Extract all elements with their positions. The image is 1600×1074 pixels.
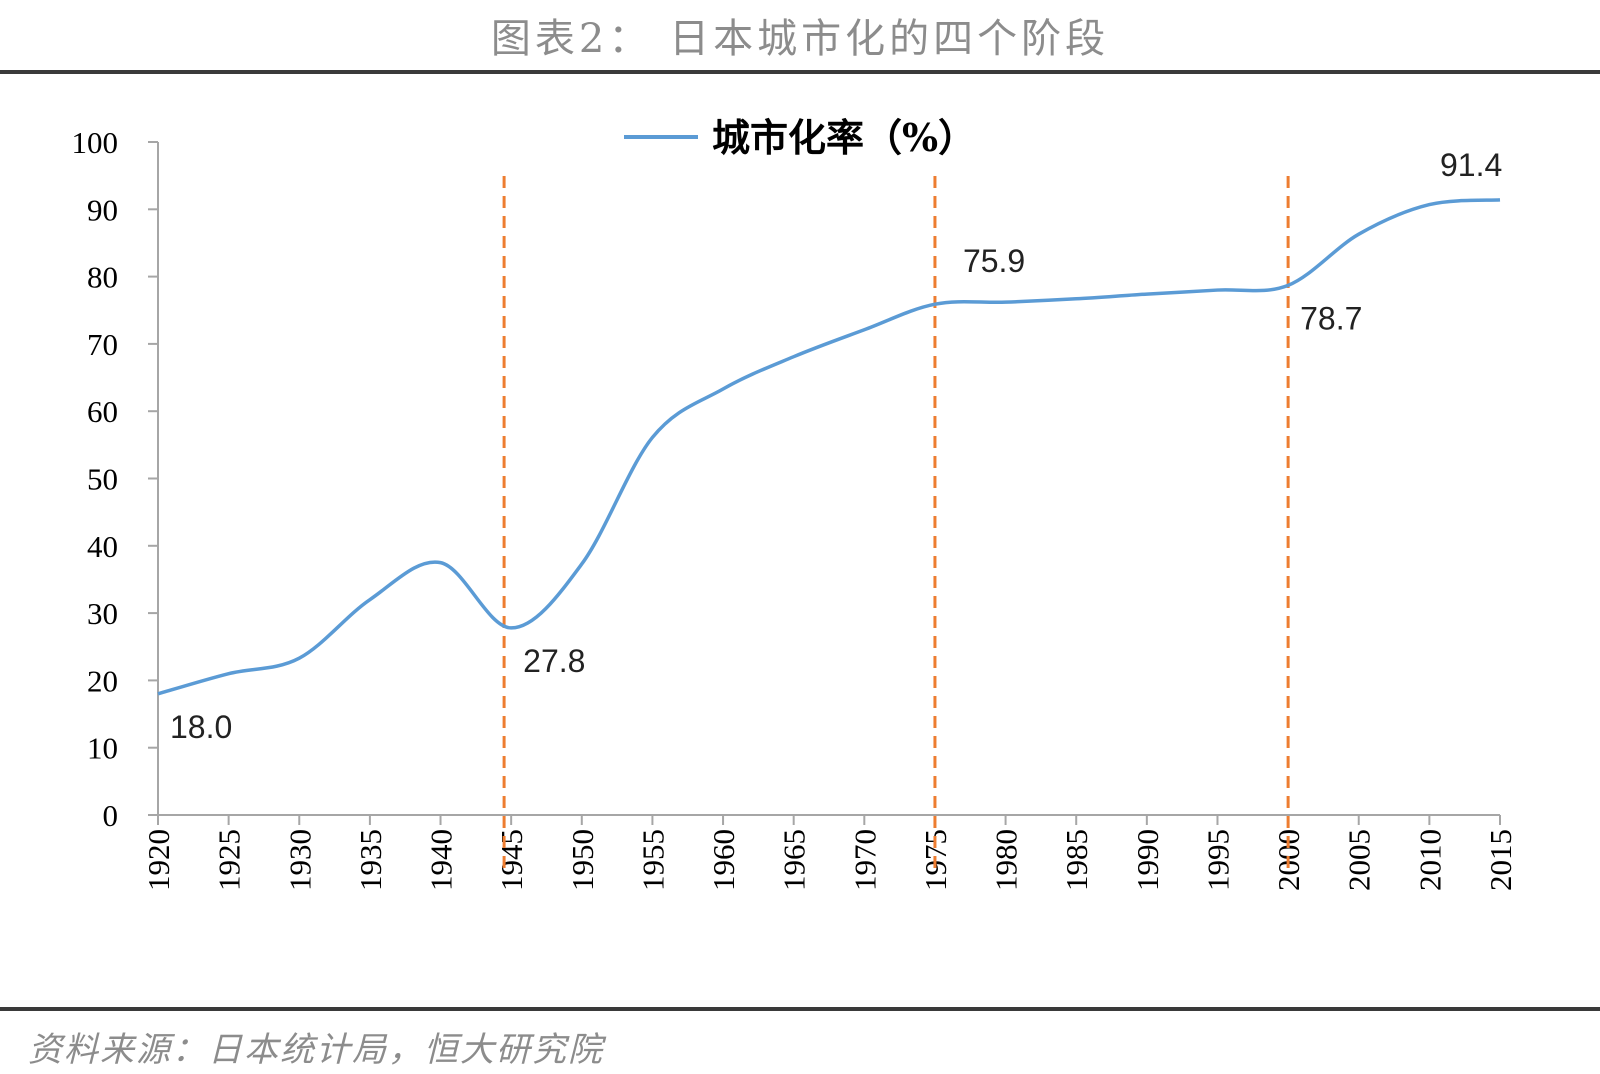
- y-tick-label: 20: [87, 663, 118, 698]
- legend-label: 城市化率（%）: [712, 115, 976, 160]
- data-label: 91.4: [1440, 147, 1502, 183]
- data-label: 18.0: [170, 709, 232, 745]
- y-tick-label: 30: [87, 596, 118, 631]
- axes: 0 10 20 30 40 50 60 70 80 90 100 1920 1925 1930 1935 19…: [72, 125, 1519, 891]
- data-label: 75.9: [963, 243, 1025, 279]
- x-tick-label: 1950: [565, 829, 600, 891]
- x-tick-label: 2015: [1483, 829, 1518, 891]
- x-tick-label: 2010: [1412, 829, 1447, 891]
- x-tick-label: 1995: [1200, 829, 1235, 891]
- data-labels: 18.0 27.8 75.9 78.7 91.4: [170, 147, 1502, 745]
- x-tick-label: 1935: [353, 829, 388, 891]
- y-tick-label: 10: [87, 731, 118, 766]
- y-tick-label: 80: [87, 260, 118, 295]
- y-tick-label: 0: [103, 798, 119, 833]
- stage-dividers: [502, 176, 1290, 870]
- data-label: 27.8: [523, 643, 585, 679]
- x-tick-label: 1945: [494, 829, 529, 891]
- x-tick-label: 2005: [1342, 829, 1377, 891]
- x-tick-label: 1930: [282, 829, 317, 891]
- x-tick-label: 1970: [847, 829, 882, 891]
- x-tick-label: 1985: [1059, 829, 1094, 891]
- x-tick-label: 1980: [989, 829, 1024, 891]
- series-line: [157, 198, 1501, 696]
- y-tick-label: 70: [87, 327, 118, 362]
- chart-title: 图表2： 日本城市化的四个阶段: [490, 16, 1110, 62]
- x-tick-label: 1920: [141, 829, 176, 891]
- y-tick-label: 100: [72, 125, 119, 160]
- source-note: 资料来源：日本统计局，恒大研究院: [28, 1030, 604, 1070]
- bottom-rule: [0, 1007, 1600, 1011]
- x-tick-label: 1955: [635, 829, 670, 891]
- line-chart: 0 10 20 30 40 50 60 70 80 90 100 1920 1925 1930 1935 19…: [72, 115, 1519, 891]
- data-label: 78.7: [1300, 300, 1362, 336]
- y-tick-label: 40: [87, 529, 118, 564]
- y-tick-label: 90: [87, 192, 118, 227]
- x-tick-label: 1925: [212, 829, 247, 891]
- x-tick-label: 1965: [777, 829, 812, 891]
- y-tick-label: 60: [87, 394, 118, 429]
- x-tick-label: 1940: [424, 829, 459, 891]
- x-tick-label: 1990: [1130, 829, 1165, 891]
- top-rule: [0, 70, 1600, 74]
- y-tick-label: 50: [87, 462, 118, 497]
- legend: 城市化率（%）: [624, 115, 976, 160]
- series-layer: [157, 198, 1501, 696]
- x-tick-label: 1960: [706, 829, 741, 891]
